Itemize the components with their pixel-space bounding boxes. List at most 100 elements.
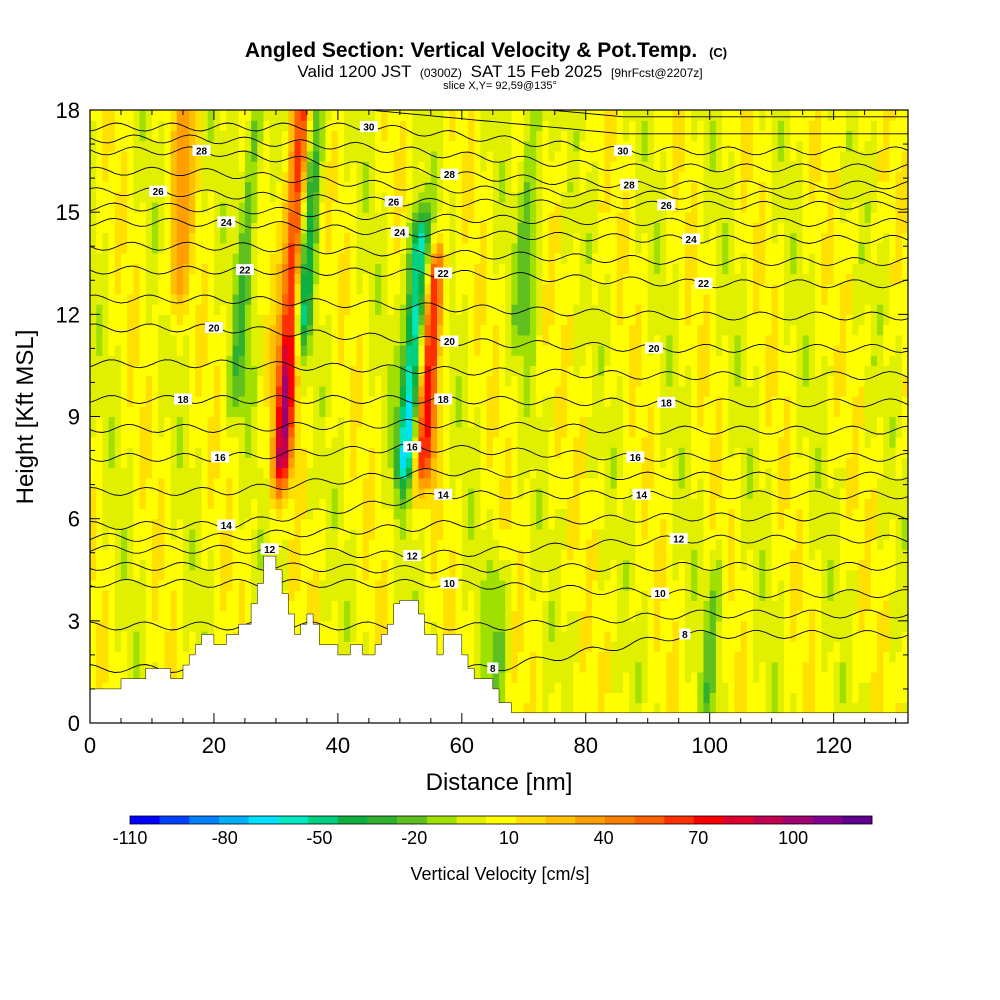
velocity-cell	[362, 539, 370, 550]
velocity-cell	[474, 304, 482, 315]
velocity-cell	[517, 620, 525, 632]
velocity-cell	[529, 324, 537, 336]
velocity-cell	[468, 130, 475, 142]
velocity-cell	[393, 344, 401, 356]
velocity-cell	[381, 436, 389, 448]
velocity-cell	[182, 600, 190, 612]
velocity-cell	[300, 559, 308, 571]
velocity-cell	[591, 110, 599, 121]
velocity-cell	[418, 344, 426, 356]
velocity-cell	[213, 130, 221, 142]
velocity-cell	[474, 324, 482, 336]
velocity-cell	[375, 631, 382, 642]
velocity-cell	[548, 253, 556, 264]
velocity-cell	[306, 477, 314, 489]
velocity-cell	[523, 130, 531, 142]
velocity-cell	[492, 110, 500, 121]
velocity-cell	[257, 426, 265, 438]
velocity-cell	[492, 365, 500, 377]
velocity-cell	[480, 518, 488, 530]
velocity-cell	[560, 590, 568, 601]
velocity-cell	[232, 355, 240, 367]
velocity-cell	[468, 191, 475, 203]
velocity-cell	[344, 201, 351, 213]
velocity-cell	[523, 140, 531, 152]
velocity-cell	[220, 222, 227, 234]
velocity-cell	[133, 253, 141, 264]
velocity-cell	[554, 416, 562, 428]
velocity-cell	[362, 324, 370, 336]
velocity-cell	[164, 508, 172, 520]
velocity-cell	[207, 620, 215, 632]
velocity-cell	[288, 130, 296, 142]
velocity-cell	[102, 590, 110, 601]
velocity-cell	[548, 682, 556, 693]
velocity-cell	[133, 651, 141, 663]
velocity-cell	[443, 436, 451, 448]
velocity-cell	[306, 569, 314, 581]
velocity-cell	[585, 334, 593, 346]
velocity-cell	[275, 314, 283, 326]
velocity-cell	[393, 539, 401, 550]
velocity-cell	[220, 436, 227, 448]
velocity-cell	[337, 201, 345, 213]
velocity-cell	[96, 171, 103, 183]
velocity-cell	[362, 467, 370, 479]
velocity-cell	[337, 498, 345, 510]
velocity-cell	[437, 569, 444, 581]
velocity-cell	[300, 253, 308, 264]
velocity-cell	[529, 436, 537, 448]
velocity-cell	[573, 661, 581, 673]
velocity-cell	[158, 600, 165, 612]
velocity-cell	[362, 426, 370, 438]
velocity-cell	[120, 569, 128, 581]
velocity-cell	[282, 314, 289, 326]
velocity-cell	[313, 416, 320, 428]
velocity-cell	[474, 161, 482, 172]
velocity-cell	[313, 334, 320, 346]
velocity-cell	[189, 253, 196, 264]
velocity-cell	[567, 201, 574, 213]
velocity-cell	[127, 293, 134, 305]
velocity-cell	[226, 110, 234, 121]
velocity-cell	[269, 436, 277, 448]
velocity-cell	[182, 140, 190, 152]
velocity-cell	[474, 600, 482, 612]
velocity-cell	[102, 610, 110, 622]
velocity-cell	[164, 222, 172, 234]
velocity-cell	[468, 314, 475, 326]
velocity-cell	[269, 222, 277, 234]
velocity-cell	[102, 528, 110, 540]
velocity-cell	[362, 344, 370, 356]
velocity-cell	[96, 222, 103, 234]
velocity-cell	[114, 600, 122, 612]
velocity-cell	[195, 344, 203, 356]
velocity-cell	[139, 242, 147, 254]
velocity-cell	[449, 457, 457, 469]
velocity-cell	[257, 140, 265, 152]
velocity-cell	[548, 692, 556, 704]
velocity-cell	[461, 232, 469, 244]
velocity-cell	[90, 365, 97, 377]
velocity-cell	[114, 365, 122, 377]
velocity-cell	[232, 518, 240, 530]
velocity-cell	[108, 416, 116, 428]
velocity-cell	[201, 293, 209, 305]
velocity-cell	[189, 212, 196, 223]
velocity-cell	[120, 150, 128, 162]
velocity-cell	[406, 140, 413, 152]
velocity-cell	[170, 661, 178, 673]
velocity-cell	[337, 518, 345, 530]
velocity-cell	[145, 426, 153, 438]
velocity-cell	[542, 161, 550, 172]
velocity-cell	[207, 150, 215, 162]
velocity-cell	[455, 150, 463, 162]
velocity-cell	[567, 641, 574, 653]
velocity-cell	[529, 651, 537, 663]
velocity-cell	[114, 406, 122, 418]
velocity-cell	[102, 293, 110, 305]
velocity-cell	[195, 436, 203, 448]
velocity-cell	[393, 365, 401, 377]
velocity-cell	[102, 181, 110, 193]
velocity-cell	[492, 508, 500, 520]
